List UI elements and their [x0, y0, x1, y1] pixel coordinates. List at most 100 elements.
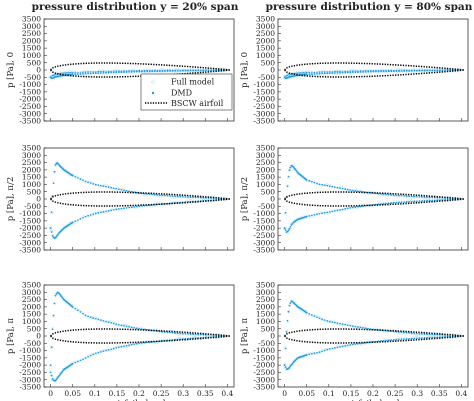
- y-tick-label: -1000: [19, 346, 41, 355]
- dmd-point: [410, 69, 413, 72]
- dmd-point: [102, 350, 105, 353]
- dmd-point: [50, 231, 53, 233]
- dmd-point: [336, 186, 339, 189]
- legend-dmd-marker: [151, 91, 155, 95]
- dmd-point: [123, 71, 125, 73]
- dmd-point: [115, 346, 118, 349]
- dmd-point: [133, 70, 136, 73]
- dmd-point: [291, 222, 294, 225]
- dmd-point: [385, 70, 388, 73]
- dmd-point: [352, 206, 354, 209]
- dmd-point: [341, 323, 344, 326]
- dmd-point: [125, 344, 128, 347]
- dmd-point: [60, 295, 63, 298]
- airfoil-lower-surface: [50, 69, 231, 78]
- dmd-point: [408, 332, 411, 334]
- dmd-point: [50, 374, 53, 377]
- dmd-point: [187, 196, 189, 198]
- airfoil-upper-surface: [50, 191, 231, 200]
- dmd-point: [410, 332, 413, 335]
- dmd-point: [308, 180, 311, 182]
- full-model-point: [166, 331, 169, 334]
- dmd-point: [87, 214, 89, 217]
- y-tick-label: 0: [270, 195, 275, 204]
- dmd-point: [115, 187, 118, 190]
- dmd-point: [100, 184, 102, 187]
- dmd-point: [423, 69, 426, 72]
- dmd-point: [289, 302, 292, 304]
- dmd-point: [105, 210, 107, 213]
- dmd-point: [74, 307, 77, 310]
- dmd-point: [395, 70, 398, 72]
- y-axis-label: p [Pa], 0: [6, 52, 16, 88]
- dmd-point: [194, 196, 197, 199]
- dmd-point: [313, 181, 316, 184]
- dmd-point: [176, 332, 179, 335]
- dmd-point: [316, 316, 318, 319]
- dmd-point: [71, 306, 74, 308]
- y-tick-label: 2500: [256, 295, 275, 304]
- dmd-point: [56, 234, 59, 237]
- dmd-point: [284, 347, 287, 350]
- y-tick-label: 500: [261, 187, 276, 196]
- full-model-point: [78, 177, 82, 181]
- dmd-point: [151, 70, 154, 73]
- x-tick-label: 0.1: [323, 389, 335, 398]
- dmd-point: [76, 219, 79, 221]
- dmd-point: [59, 294, 62, 296]
- dmd-point: [318, 183, 321, 186]
- dmd-point: [174, 332, 177, 334]
- dmd-point: [87, 355, 89, 358]
- dmd-point: [100, 319, 102, 321]
- dmd-point: [331, 185, 334, 188]
- dmd-point: [89, 72, 92, 75]
- y-tick-label: -3000: [253, 109, 275, 118]
- y-tick-label: -3000: [253, 375, 275, 384]
- dmd-point: [408, 195, 411, 198]
- dmd-point: [187, 69, 189, 72]
- y-tick-label: 3000: [22, 288, 41, 297]
- dmd-point: [146, 70, 148, 73]
- dmd-point: [71, 221, 74, 224]
- dmd-point: [166, 194, 169, 197]
- dmd-point: [125, 325, 128, 328]
- dmd-point: [197, 333, 200, 336]
- dmd-point: [369, 328, 372, 330]
- dmd-point: [395, 194, 398, 197]
- dmd-point: [79, 311, 82, 313]
- full-model-point: [315, 182, 319, 186]
- dmd-point: [82, 216, 84, 219]
- full-model-point: [94, 183, 98, 187]
- dmd-point: [76, 309, 79, 312]
- dmd-point: [94, 72, 97, 75]
- dmd-point: [76, 73, 79, 75]
- dmd-point: [362, 191, 364, 193]
- x-tick-label: 0.15: [343, 389, 360, 398]
- dmd-point: [71, 362, 74, 365]
- dmd-point: [310, 214, 313, 217]
- dmd-point: [74, 220, 77, 223]
- dmd-point: [52, 182, 55, 185]
- dmd-point: [408, 337, 411, 340]
- dmd-point: [50, 211, 53, 213]
- full-model-point: [407, 69, 411, 73]
- dmd-point: [120, 207, 123, 210]
- dmd-point: [334, 186, 336, 188]
- y-tick-label: 3500: [22, 281, 41, 290]
- dmd-point: [138, 70, 141, 73]
- dmd-point: [323, 71, 326, 73]
- y-tick-label: -1500: [253, 216, 275, 225]
- y-tick-label: -500: [24, 202, 41, 211]
- dmd-point: [102, 319, 105, 322]
- dmd-point: [97, 351, 100, 354]
- dmd-point: [286, 230, 289, 233]
- dmd-point: [159, 194, 161, 197]
- y-tick-label: -2000: [19, 224, 41, 233]
- dmd-point: [207, 69, 210, 72]
- plot-frame: [277, 147, 469, 251]
- dmd-point: [61, 370, 64, 373]
- x-axis-label: airfoil chord: [112, 399, 166, 401]
- dmd-point: [426, 333, 429, 336]
- y-tick-label: 2000: [256, 302, 275, 311]
- dmd-point: [55, 378, 58, 381]
